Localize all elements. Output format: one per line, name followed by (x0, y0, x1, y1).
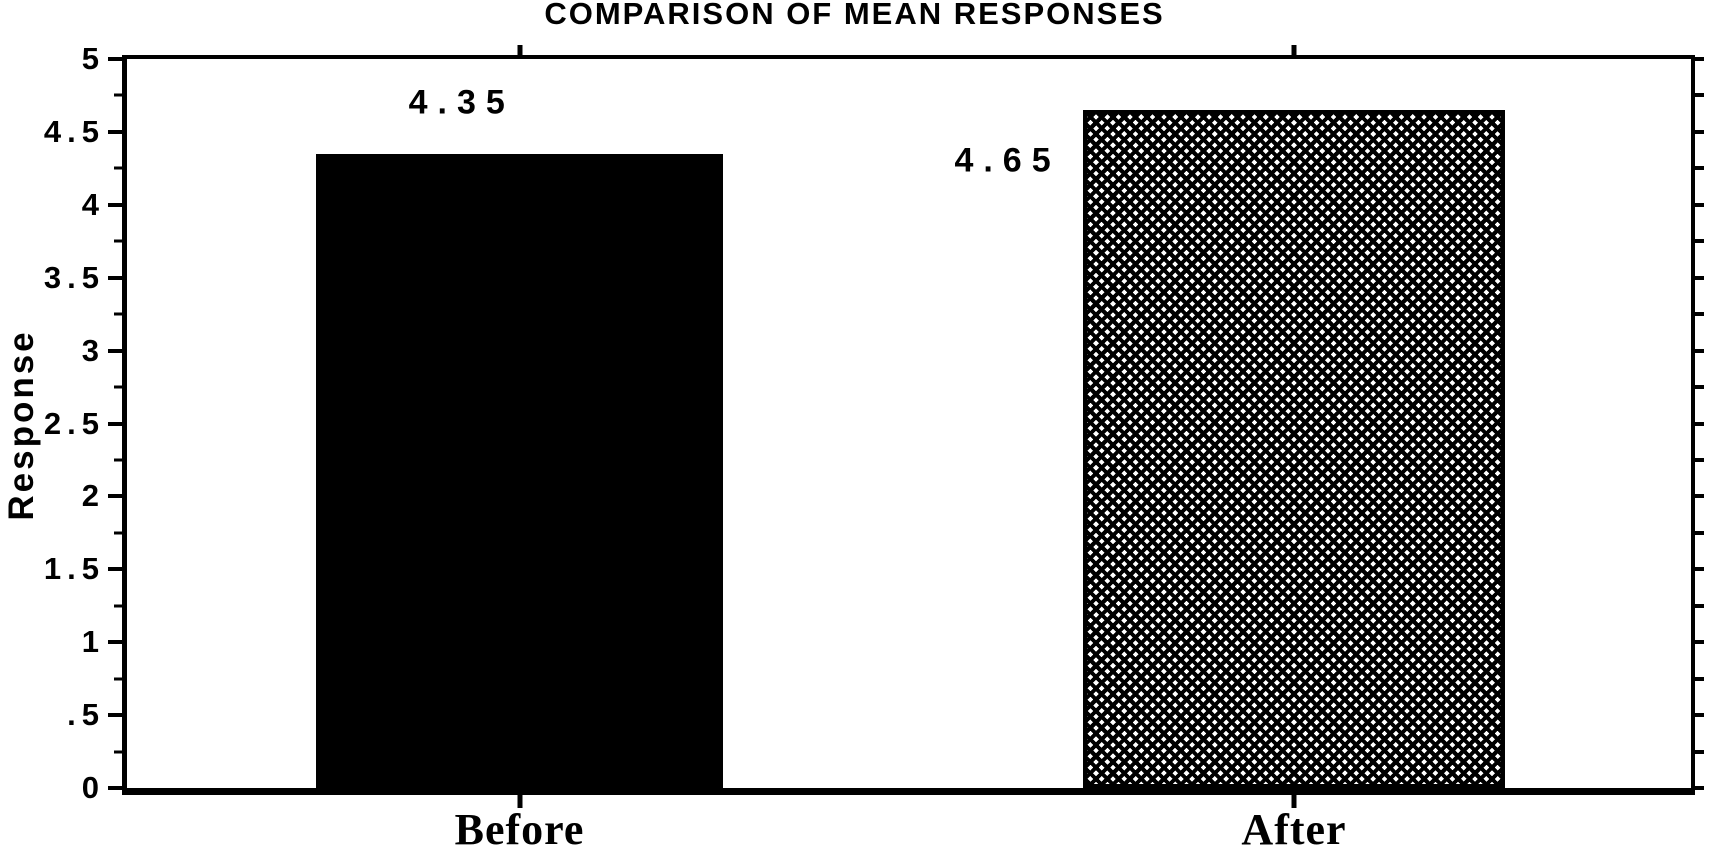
y-axis-right-tick (1695, 457, 1704, 462)
y-axis-right-tick (1695, 57, 1704, 61)
y-axis-minor-tick (114, 531, 122, 535)
y-axis-right-tick (1695, 275, 1704, 280)
y-axis-right-tick (1695, 603, 1704, 608)
chart-title: COMPARISON OF MEAN RESPONSES (544, 0, 1165, 31)
y-axis-tick-label: 4 (81, 186, 105, 222)
y-axis-right-tick (1695, 713, 1704, 718)
plot-area: 4.35 4.65 0 .5 1 1.5 2 2.5 3 3.5 4 4.5 5 (44, 41, 1704, 808)
y-axis-minor-tick (114, 166, 122, 170)
y-axis-right-tick (1695, 385, 1704, 390)
y-axis-minor-tick (114, 312, 122, 316)
y-axis-minor-tick (114, 458, 122, 462)
bar-before (316, 153, 723, 788)
y-axis-right-tick (1695, 676, 1704, 681)
y-axis-minor-tick (114, 604, 122, 608)
x-axis-bottom-tick (1291, 795, 1297, 808)
y-axis-right-tick (1695, 93, 1704, 98)
y-axis-major-tick (108, 129, 122, 134)
y-axis-right-tick (1695, 786, 1704, 790)
y-axis-tick-label: 1 (81, 624, 105, 660)
y-axis-right-tick (1695, 312, 1704, 317)
x-axis-top-tick (517, 45, 522, 55)
y-axis-right-tick (1695, 567, 1704, 572)
y-axis-major-tick (108, 713, 122, 718)
y-axis-tick-label: 1.5 (43, 551, 105, 587)
y-axis-right-tick (1695, 530, 1704, 535)
y-axis-tick-label: .5 (67, 697, 105, 733)
y-axis-minor-tick (114, 239, 122, 243)
y-axis-major-tick (108, 494, 122, 499)
y-axis-title: Response (2, 329, 41, 521)
x-category-label-after: After (1241, 805, 1347, 854)
y-axis-right-tick (1695, 640, 1704, 645)
y-axis-right-tick (1695, 166, 1704, 171)
y-axis-tick-label: 3 (81, 332, 105, 368)
x-axis-top-tick (1291, 45, 1297, 55)
y-axis-tick-label: 0 (81, 770, 105, 805)
bar-after (1082, 110, 1505, 788)
y-axis-tick-label: 3.5 (43, 259, 105, 295)
y-axis-tick-label: 2 (81, 478, 105, 514)
y-axis-major-tick (108, 202, 122, 207)
y-axis-major-tick (108, 640, 122, 645)
y-axis-major-tick (108, 421, 122, 426)
y-axis-right-tick (1695, 494, 1704, 499)
y-axis-right-tick (1695, 348, 1704, 353)
y-axis-right-tick (1695, 421, 1704, 426)
y-axis-minor-tick (114, 93, 122, 97)
y-axis-tick-label: 4.5 (43, 113, 105, 149)
y-axis-major-tick (108, 348, 122, 353)
y-axis-major-tick (108, 57, 122, 61)
y-axis-minor-tick (114, 750, 122, 754)
bar-value-label-before: 4.35 (408, 83, 515, 122)
y-axis-right-tick (1695, 239, 1704, 244)
y-axis-major-tick (108, 275, 122, 280)
y-axis-major-tick (108, 567, 122, 572)
y-axis-major-tick (108, 786, 122, 790)
y-axis-right-tick (1695, 202, 1704, 207)
y-axis-tick-label: 5 (81, 41, 105, 76)
y-axis-tick-label: 2.5 (43, 405, 105, 441)
y-axis-minor-tick (114, 385, 122, 389)
y-axis-minor-tick (114, 677, 122, 681)
x-axis-bottom-tick (517, 795, 522, 808)
y-axis-right-tick (1695, 129, 1704, 134)
x-category-label-before: Before (454, 805, 585, 854)
y-axis-right-tick (1695, 749, 1704, 754)
bar-value-label-after: 4.65 (954, 141, 1061, 180)
